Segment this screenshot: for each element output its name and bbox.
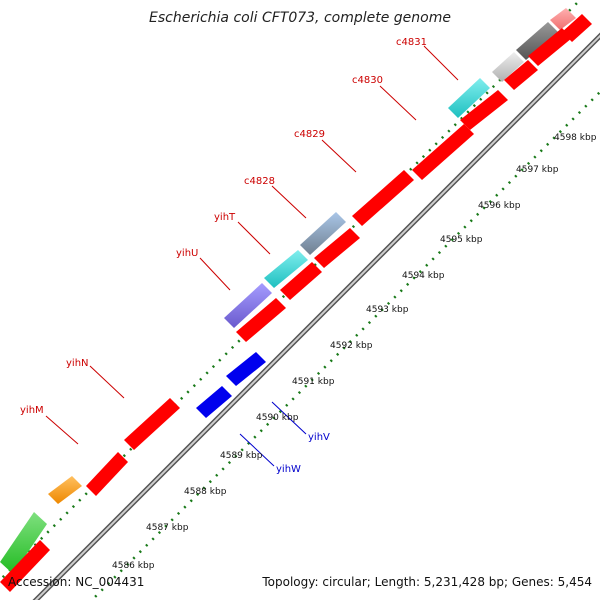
gene-red-7 [280,262,322,300]
gene-red-10 [504,60,538,90]
label-yihM: yihM [20,405,44,416]
label-yihW: yihW [276,464,301,475]
map-title: Escherichia coli CFT073, complete genome [149,10,451,26]
gene-red-4 [412,124,474,180]
gene-steel [300,212,346,255]
gene-blue-1 [196,386,232,418]
gene-red-9 [460,90,508,130]
backbone [32,32,600,600]
tick-4590: 4590 kbp [256,413,299,423]
tick-4589: 4589 kbp [220,451,263,461]
gene-pink [550,8,576,30]
tick-4593: 4593 kbp [366,305,409,315]
gene-red-12 [562,14,592,42]
gene-cyan-1 [264,250,308,288]
label-yihU: yihU [176,248,198,259]
gene-red-11 [528,28,572,66]
genome-summary-text: Topology: circular; Length: 5,231,428 bp… [261,575,592,589]
label-c4830: c4830 [352,75,383,86]
reverse-gene-labels: yihV yihW [239,401,330,475]
gene-red-5 [0,540,50,592]
label-c4828: c4828 [244,176,275,187]
tick-4592: 4592 kbp [330,341,373,351]
reverse-genes [196,352,266,418]
label-c4829: c4829 [294,129,325,140]
label-yihN: yihN [66,358,89,369]
gene-red-8 [314,228,360,268]
gene-green [0,512,47,574]
forward-genes-inner [0,14,592,592]
tick-4595: 4595 kbp [440,235,483,245]
tick-4587: 4587 kbp [146,523,189,533]
gene-dgray [516,22,558,60]
gene-red-3 [352,170,414,226]
tick-4596: 4596 kbp [478,201,521,211]
tick-4591: 4591 kbp [292,377,335,387]
gene-blue-2 [226,352,266,386]
label-c4831: c4831 [396,37,427,48]
tick-4586: 4586 kbp [112,561,155,571]
tick-labels: 4586 kbp 4587 kbp 4588 kbp 4589 kbp 4590… [112,133,597,571]
inner-tick-ring [90,90,600,600]
tick-4594: 4594 kbp [402,271,445,281]
gene-red-1 [86,452,128,496]
accession-text: Accession: NC_004431 [8,575,144,589]
gene-orange [48,476,82,504]
gene-cyan-2 [448,78,490,118]
label-yihV: yihV [308,432,330,443]
gene-red-2 [124,398,180,450]
tick-4598: 4598 kbp [554,133,597,143]
tick-4597: 4597 kbp [516,165,559,175]
gene-silver [492,52,524,82]
gene-purple [224,283,272,328]
forward-genes [0,8,576,574]
forward-gene-labels: yihM yihN yihU yihT c4828 c4829 c4830 c4… [20,37,459,445]
gene-red-6 [236,298,286,342]
tick-4588: 4588 kbp [184,487,227,497]
label-yihT: yihT [214,212,236,223]
